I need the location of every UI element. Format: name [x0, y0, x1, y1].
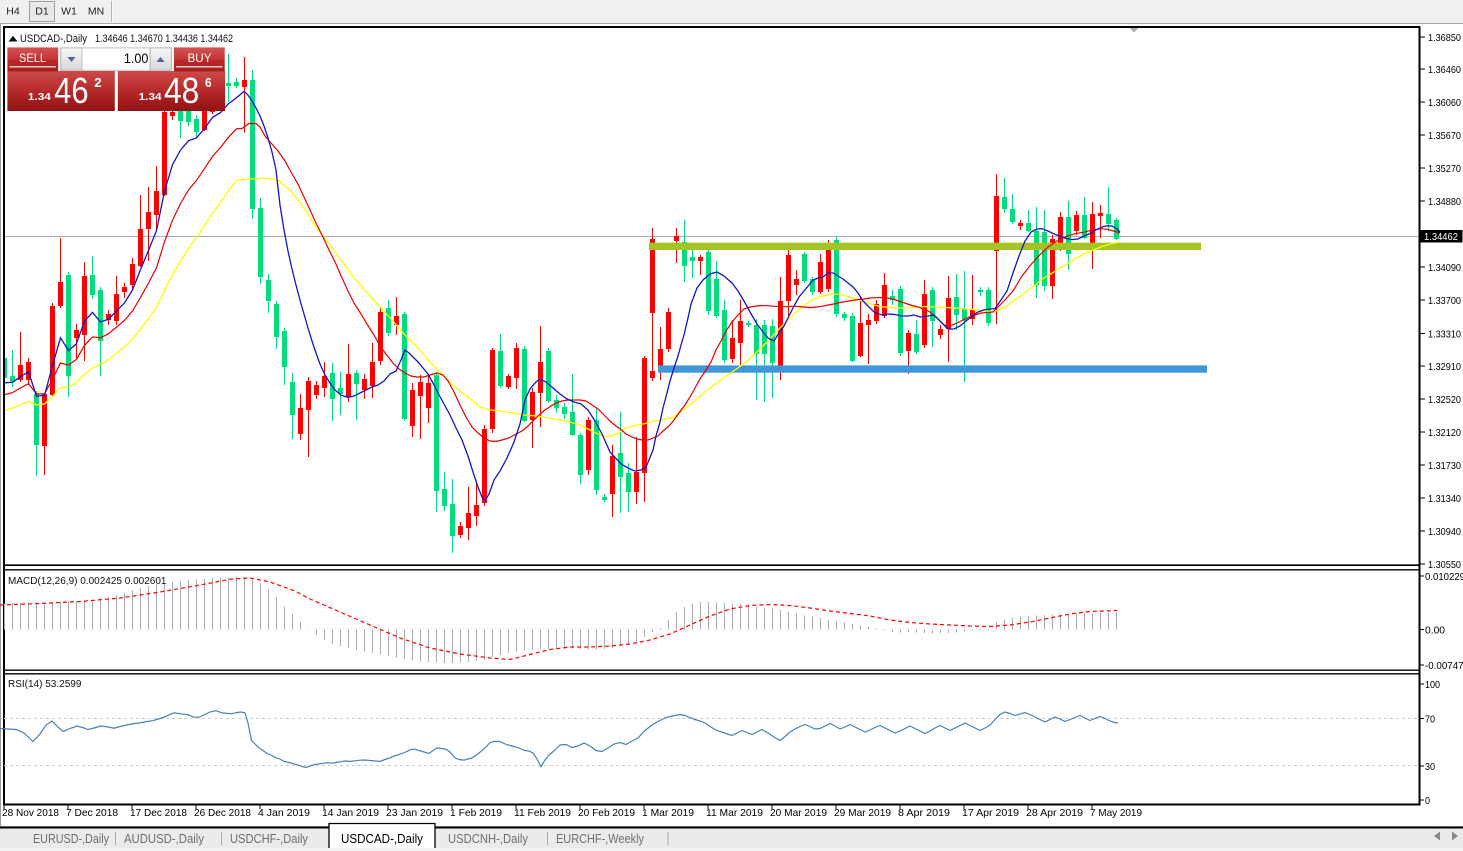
svg-text:MACD(12,26,9) 0.002425 0.00260: MACD(12,26,9) 0.002425 0.002601 [8, 576, 167, 587]
svg-text:1.34: 1.34 [139, 92, 163, 103]
svg-text:1.30550: 1.30550 [1428, 559, 1461, 571]
svg-text:1 Feb 2019: 1 Feb 2019 [450, 808, 502, 819]
svg-text:1.34646 1.34670 1.34436 1.3446: 1.34646 1.34670 1.34436 1.34462 [95, 33, 233, 45]
svg-text:D1: D1 [35, 6, 49, 18]
svg-text:7 Dec 2018: 7 Dec 2018 [66, 808, 118, 819]
svg-text:W1: W1 [61, 6, 77, 18]
svg-text:17 Apr 2019: 17 Apr 2019 [962, 808, 1019, 819]
svg-text:USDCAD-,Daily: USDCAD-,Daily [20, 33, 87, 45]
svg-text:7 May 2019: 7 May 2019 [1090, 808, 1142, 819]
svg-text:17 Dec 2018: 17 Dec 2018 [130, 808, 187, 819]
svg-text:H4: H4 [6, 6, 20, 18]
svg-text:48: 48 [164, 70, 199, 111]
svg-text:1.33310: 1.33310 [1428, 329, 1461, 341]
svg-text:46: 46 [54, 70, 89, 111]
svg-text:1.34090: 1.34090 [1428, 262, 1461, 274]
svg-text:1.31340: 1.31340 [1428, 493, 1461, 505]
svg-text:EURUSD-,Daily: EURUSD-,Daily [33, 832, 110, 846]
svg-text:1.32520: 1.32520 [1428, 394, 1461, 406]
svg-text:0.00: 0.00 [1425, 626, 1445, 637]
svg-text:MN: MN [88, 6, 104, 18]
svg-text:SELL: SELL [19, 53, 47, 65]
svg-text:6: 6 [205, 75, 212, 90]
svg-text:1.35670: 1.35670 [1428, 130, 1461, 142]
svg-text:1.31730: 1.31730 [1428, 460, 1461, 472]
svg-text:0: 0 [1425, 796, 1430, 807]
svg-text:-0.007477: -0.007477 [1425, 661, 1463, 672]
svg-text:30: 30 [1425, 762, 1435, 773]
svg-text:2: 2 [94, 75, 101, 90]
svg-text:1.34462: 1.34462 [1424, 231, 1458, 243]
svg-text:1.34880: 1.34880 [1428, 196, 1461, 208]
svg-text:1.36060: 1.36060 [1428, 97, 1461, 109]
svg-text:26 Dec 2018: 26 Dec 2018 [194, 808, 251, 819]
svg-text:14 Jan 2019: 14 Jan 2019 [322, 808, 379, 819]
svg-text:EURCHF-,Weekly: EURCHF-,Weekly [556, 832, 645, 846]
svg-text:23 Jan 2019: 23 Jan 2019 [386, 808, 443, 819]
svg-text:0.010229: 0.010229 [1425, 572, 1463, 583]
svg-text:11 Feb 2019: 11 Feb 2019 [514, 808, 571, 819]
svg-text:1.00: 1.00 [124, 51, 148, 66]
svg-text:RSI(14) 53.2599: RSI(14) 53.2599 [8, 679, 82, 690]
svg-text:28 Nov 2018: 28 Nov 2018 [2, 808, 59, 819]
svg-text:1.32910: 1.32910 [1428, 361, 1461, 373]
svg-text:1.35270: 1.35270 [1428, 163, 1461, 175]
svg-text:70: 70 [1425, 715, 1435, 726]
svg-text:1.33700: 1.33700 [1428, 295, 1461, 307]
svg-text:100: 100 [1425, 680, 1440, 691]
svg-text:20 Feb 2019: 20 Feb 2019 [578, 808, 635, 819]
svg-text:1.36850: 1.36850 [1428, 32, 1461, 44]
svg-text:1.30940: 1.30940 [1428, 526, 1461, 538]
svg-text:1.34: 1.34 [28, 92, 52, 103]
svg-text:USDCHF-,Daily: USDCHF-,Daily [230, 832, 309, 846]
svg-text:1 Mar 2019: 1 Mar 2019 [642, 808, 694, 819]
svg-text:8 Apr 2019: 8 Apr 2019 [898, 808, 950, 819]
svg-text:AUDUSD-,Daily: AUDUSD-,Daily [124, 832, 205, 846]
svg-text:4 Jan 2019: 4 Jan 2019 [258, 808, 310, 819]
svg-text:USDCNH-,Daily: USDCNH-,Daily [448, 832, 529, 846]
svg-text:1.36460: 1.36460 [1428, 64, 1461, 76]
svg-text:BUY: BUY [188, 53, 212, 65]
svg-text:USDCAD-,Daily: USDCAD-,Daily [341, 831, 423, 846]
svg-text:29 Mar 2019: 29 Mar 2019 [834, 808, 891, 819]
svg-text:11 Mar 2019: 11 Mar 2019 [706, 808, 763, 819]
svg-text:28 Apr 2019: 28 Apr 2019 [1026, 808, 1083, 819]
svg-text:1.32120: 1.32120 [1428, 427, 1461, 439]
svg-text:20 Mar 2019: 20 Mar 2019 [770, 808, 827, 819]
